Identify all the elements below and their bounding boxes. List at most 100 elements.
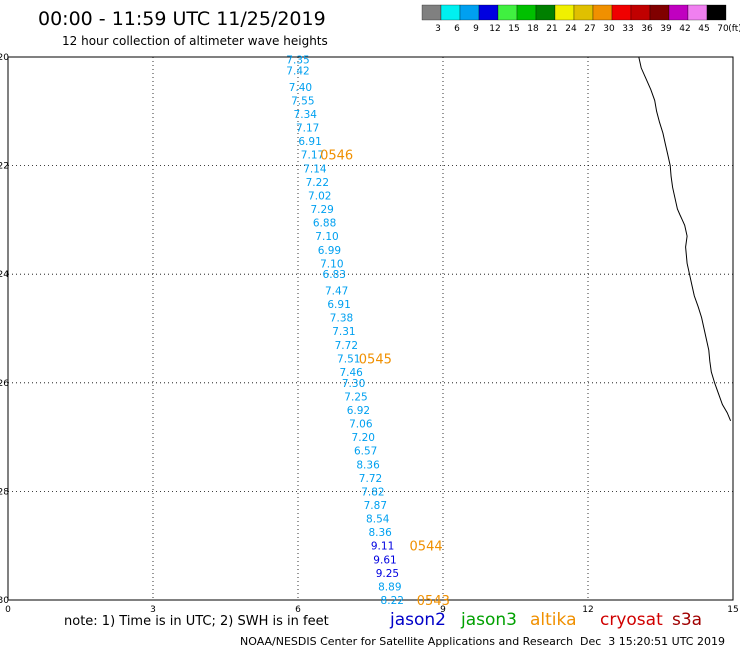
wave-height-label: 8.36 xyxy=(356,459,380,471)
color-scale-swatch xyxy=(421,4,442,21)
legend-entry-jason3: jason3 xyxy=(460,610,517,630)
color-scale-label: 39 xyxy=(660,24,672,34)
wave-height-label: 7.46 xyxy=(339,367,363,379)
color-scale-label: 24 xyxy=(565,24,577,34)
color-scale-swatch xyxy=(630,4,651,21)
wave-height-label: 9.61 xyxy=(373,554,396,566)
y-tick-label: -26 xyxy=(0,379,9,389)
color-scale-swatch xyxy=(516,4,537,21)
legend-entry-s3a: s3a xyxy=(672,610,702,630)
color-scale-swatch xyxy=(440,4,461,21)
wave-height-label: 7.38 xyxy=(330,313,353,325)
wave-height-label: 7.35 xyxy=(286,55,309,67)
color-scale-label: 42 xyxy=(679,24,690,34)
color-scale-label: 21 xyxy=(546,24,557,34)
color-scale-swatch xyxy=(459,4,480,21)
color-scale-label: 70 xyxy=(717,24,729,34)
color-scale-unit: (ft) xyxy=(728,24,740,34)
footer-timestamp: Dec 3 15:20:51 UTC 2019 xyxy=(580,635,725,648)
pass-time-label: 0544 xyxy=(410,540,443,555)
color-scale-swatch xyxy=(687,4,708,21)
color-scale-label: 27 xyxy=(584,24,595,34)
color-scale-swatch xyxy=(592,4,613,21)
chart-subtitle: 12 hour collection of altimeter wave hei… xyxy=(62,34,328,48)
wave-height-label: 7.25 xyxy=(344,391,367,403)
wave-height-label: 6.91 xyxy=(298,136,321,148)
wave-height-label: 7.30 xyxy=(342,378,365,390)
wave-height-label: 7.14 xyxy=(303,163,327,175)
legend-entry-jason2: jason2 xyxy=(389,610,446,630)
y-tick-label: -24 xyxy=(0,270,9,280)
wave-height-label: 6.92 xyxy=(347,405,370,417)
wave-height-label: 6.88 xyxy=(313,218,336,230)
pass-time-label: 0545 xyxy=(359,352,392,367)
color-scale-label: 45 xyxy=(698,24,709,34)
color-scale-label: 15 xyxy=(508,24,519,34)
wave-height-label: 7.20 xyxy=(352,432,375,444)
wave-height-label: 8.36 xyxy=(368,527,392,539)
wave-height-label: 7.29 xyxy=(310,204,333,216)
color-scale-swatch xyxy=(554,4,575,21)
color-scale-swatch xyxy=(706,4,727,21)
wave-height-label: 7.72 xyxy=(359,473,382,485)
x-tick-label: 15 xyxy=(727,605,738,615)
wave-height-label: 7.10 xyxy=(315,231,338,243)
wave-height-label: 7.47 xyxy=(325,285,348,297)
color-scale-swatch xyxy=(478,4,499,21)
x-tick-label: 9 xyxy=(440,605,446,615)
color-scale-label: 33 xyxy=(622,24,633,34)
color-scale-swatch xyxy=(611,4,632,21)
x-tick-label: 3 xyxy=(150,605,156,615)
wave-height-label: 6.99 xyxy=(318,245,341,257)
y-tick-label: -22 xyxy=(0,162,9,172)
wave-height-label: 7.31 xyxy=(332,326,355,338)
x-tick-label: 0 xyxy=(5,605,11,615)
color-scale-label: 30 xyxy=(603,24,615,34)
color-scale-label: 6 xyxy=(454,24,460,34)
wave-height-label: 7.02 xyxy=(308,190,331,202)
wave-height-label: 6.83 xyxy=(323,269,346,281)
color-scale-label: 9 xyxy=(473,24,479,34)
wave-height-label: 7.55 xyxy=(291,95,314,107)
color-scale-swatch xyxy=(535,4,556,21)
color-scale-label: 36 xyxy=(641,24,653,34)
coastline xyxy=(638,56,732,421)
pass-time-label: 0543 xyxy=(417,594,450,609)
wave-height-label: 7.17 xyxy=(301,150,324,162)
color-scale-label: 18 xyxy=(527,24,539,34)
legend-entry-altika: altika xyxy=(530,610,577,630)
y-tick-label: -20 xyxy=(0,53,9,63)
wave-height-label: 7.17 xyxy=(296,123,319,135)
wave-height-label: 8.22 xyxy=(381,595,404,607)
color-scale-swatch xyxy=(497,4,518,21)
color-scale-label: 3 xyxy=(435,24,441,34)
footer-credit: NOAA/NESDIS Center for Satellite Applica… xyxy=(240,635,573,648)
wave-height-label: 7.06 xyxy=(349,419,373,431)
wave-height-label: 7.42 xyxy=(286,66,309,78)
wave-height-label: 7.22 xyxy=(306,177,329,189)
wave-height-label: 6.91 xyxy=(327,299,350,311)
color-scale-swatch xyxy=(649,4,670,21)
wave-height-label: 8.89 xyxy=(378,581,401,593)
color-scale-swatch xyxy=(573,4,594,21)
legend-entry-cryosat: cryosat xyxy=(600,610,663,630)
chart-title: 00:00 - 11:59 UTC 11/25/2019 xyxy=(38,8,326,30)
wave-height-label: 9.11 xyxy=(371,541,394,553)
y-tick-label: -28 xyxy=(0,487,9,497)
pass-time-labels: 0546 0545 0544 0543 xyxy=(320,149,450,609)
wave-height-points: 7.357.427.407.557.347.176.917.177.147.22… xyxy=(286,55,404,607)
wave-height-label: 7.82 xyxy=(361,486,384,498)
wave-height-label: 7.72 xyxy=(335,340,358,352)
grid xyxy=(8,57,733,600)
x-tick-label: 12 xyxy=(582,605,593,615)
y-tick-label: -30 xyxy=(0,596,9,606)
wave-height-label: 9.25 xyxy=(376,568,399,580)
footer-note: note: 1) Time is in UTC; 2) SWH is in fe… xyxy=(64,614,329,629)
wave-height-label: 7.10 xyxy=(320,258,343,270)
wave-height-label: 6.57 xyxy=(354,446,377,458)
wave-height-label: 7.87 xyxy=(364,500,387,512)
wave-height-label: 7.51 xyxy=(337,353,360,365)
wave-height-label: 7.34 xyxy=(294,109,318,121)
